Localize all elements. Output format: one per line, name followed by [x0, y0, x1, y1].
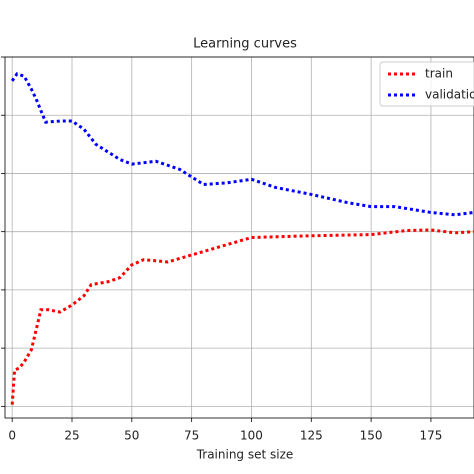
- x-tick-label: 0: [8, 429, 16, 443]
- x-tick-label: 100: [240, 429, 263, 443]
- x-tick-label: 75: [184, 429, 199, 443]
- x-tick-label: 150: [360, 429, 383, 443]
- chart-title: Learning curves: [193, 37, 297, 52]
- line-series: [10, 228, 474, 405]
- x-tick-label: 125: [300, 429, 323, 443]
- x-axis-label: Training set size: [196, 448, 294, 462]
- x-tick-label: 50: [124, 429, 139, 443]
- legend-label: validation: [425, 88, 474, 102]
- legend-box: [379, 61, 474, 107]
- x-tick-label: 175: [419, 429, 442, 443]
- line-series: [10, 72, 474, 217]
- plot-frame: [4, 56, 474, 419]
- x-tick-label: 25: [64, 429, 79, 443]
- legend-label: train: [425, 67, 453, 81]
